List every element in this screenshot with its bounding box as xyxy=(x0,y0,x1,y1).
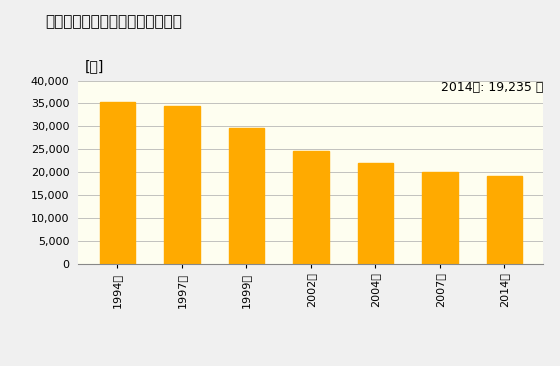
Bar xyxy=(293,152,329,264)
Bar xyxy=(228,128,264,264)
Bar xyxy=(422,172,458,264)
Bar xyxy=(100,102,135,264)
Bar xyxy=(487,176,522,264)
Bar xyxy=(164,106,199,264)
Text: 2014年: 19,235 人: 2014年: 19,235 人 xyxy=(441,81,543,94)
Bar xyxy=(358,163,393,264)
Text: [人]: [人] xyxy=(85,60,104,74)
Text: 各種商品卸売業の従業者数の推移: 各種商品卸売業の従業者数の推移 xyxy=(45,15,181,30)
